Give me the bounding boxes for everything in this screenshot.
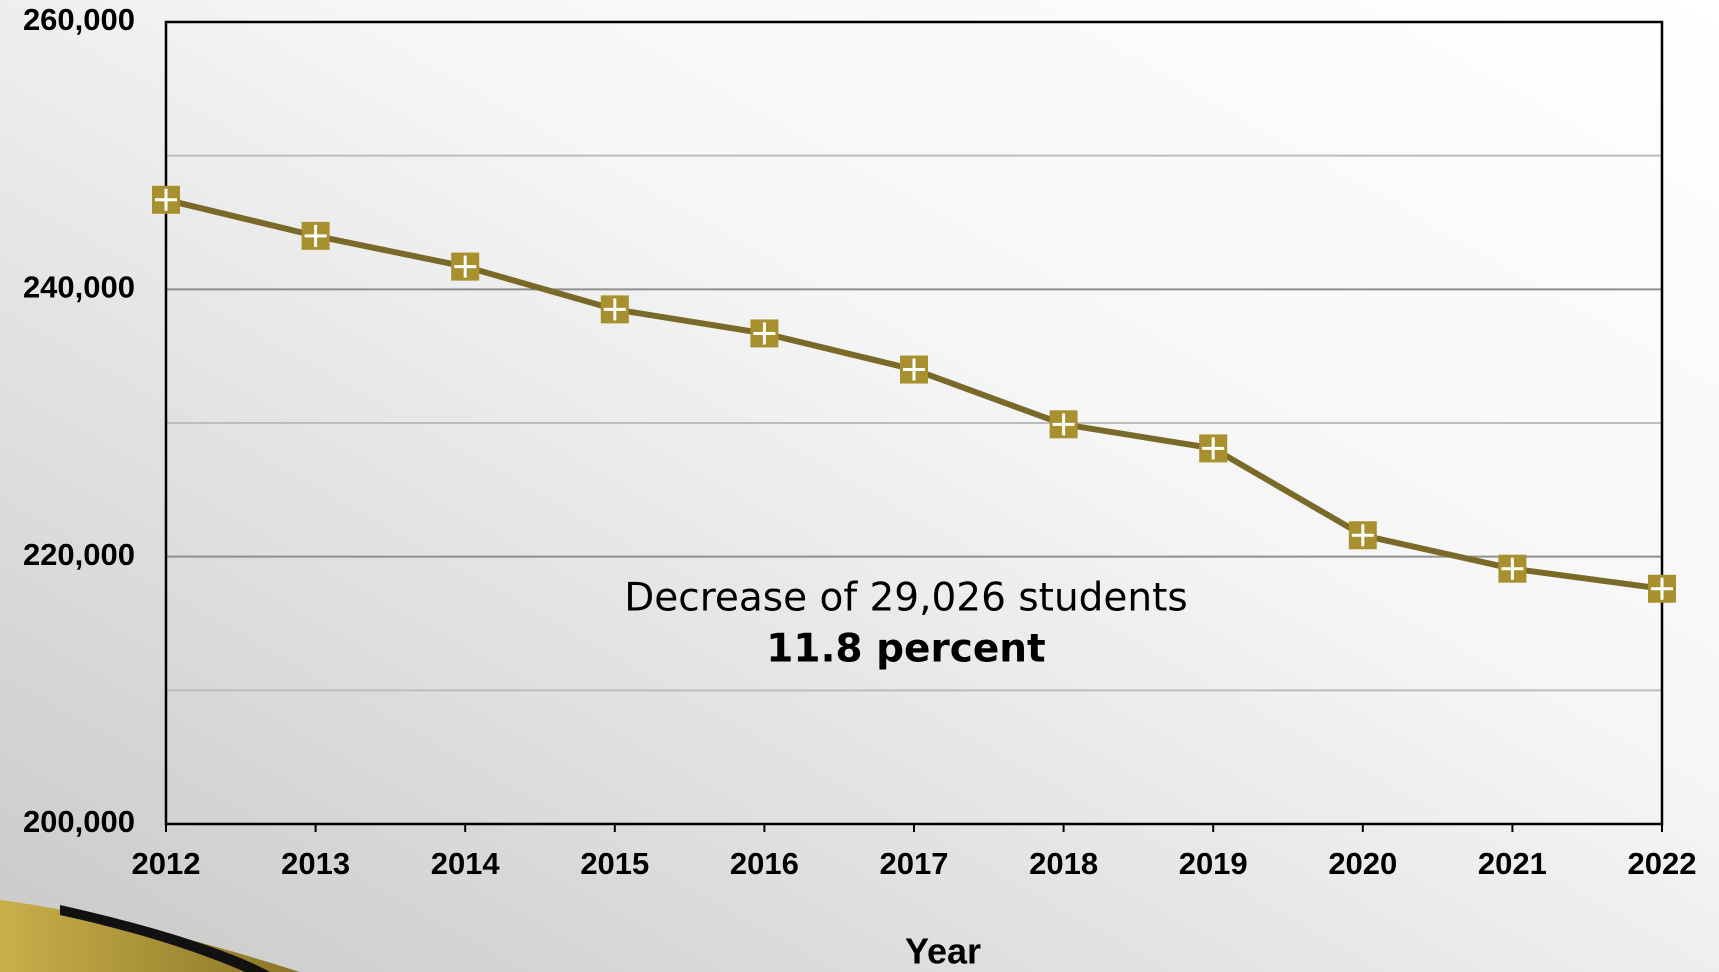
x-tick-label: 2020 <box>1328 846 1397 881</box>
marker <box>600 295 629 324</box>
marker <box>750 319 779 348</box>
marker-cross <box>454 255 477 278</box>
marker <box>451 252 480 281</box>
marker-cross <box>903 358 925 381</box>
x-tick-label: 2017 <box>880 846 949 881</box>
marker-cross <box>1501 557 1524 580</box>
x-tick-label: 2022 <box>1628 846 1697 881</box>
x-axis-title: Year <box>905 931 981 972</box>
marker <box>1348 521 1377 550</box>
annotation: 11.8 percent <box>766 627 1045 672</box>
x-tick-label: 2019 <box>1179 846 1248 881</box>
marker-cross <box>1202 437 1225 460</box>
x-tick-label: 2015 <box>580 846 649 881</box>
marker-cross <box>155 188 177 211</box>
marker-cross <box>304 224 327 247</box>
x-tick-label: 2021 <box>1478 846 1547 881</box>
marker <box>1498 554 1527 583</box>
decoration-shadow <box>60 905 270 972</box>
marker <box>1049 410 1078 439</box>
marker-cross <box>1651 577 1673 600</box>
x-tick-label: 2014 <box>431 846 501 881</box>
marker <box>152 185 180 214</box>
marker <box>1199 434 1228 463</box>
x-tick-label: 2012 <box>132 846 201 881</box>
marker <box>1648 574 1676 603</box>
y-tick-label: 240,000 <box>23 270 135 305</box>
y-tick-label: 200,000 <box>23 804 135 839</box>
x-tick-label: 2018 <box>1029 846 1098 881</box>
marker <box>301 221 330 250</box>
x-tick-label: 2013 <box>281 846 350 881</box>
x-tick-label: 2016 <box>730 846 799 881</box>
marker-cross <box>753 322 776 345</box>
marker-cross <box>1052 413 1075 436</box>
annotation: Decrease of 29,026 students <box>624 576 1188 621</box>
marker-cross <box>603 298 626 321</box>
y-tick-label: 220,000 <box>23 537 135 572</box>
marker <box>900 355 928 384</box>
y-tick-label: 260,000 <box>23 2 135 37</box>
marker-cross <box>1351 524 1374 547</box>
